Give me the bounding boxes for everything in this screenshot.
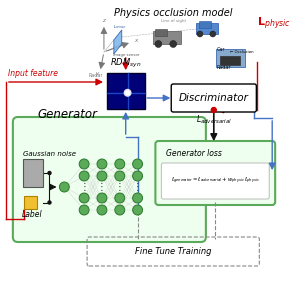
Text: $x$: $x$ (134, 37, 139, 44)
Text: Discriminator: Discriminator (179, 93, 249, 103)
Text: Image sensor: Image sensor (113, 53, 139, 57)
Text: Generator: Generator (37, 108, 97, 121)
Text: Generator loss: Generator loss (166, 149, 222, 158)
Circle shape (97, 171, 107, 181)
Text: ⋮: ⋮ (133, 182, 142, 192)
Text: ⋮: ⋮ (97, 182, 107, 192)
Text: Radar: Radar (89, 73, 103, 78)
Text: $L_{adversarial}$: $L_{adversarial}$ (196, 113, 232, 126)
FancyBboxPatch shape (155, 141, 275, 205)
Circle shape (210, 31, 216, 37)
Bar (153, 31, 181, 44)
Circle shape (97, 193, 107, 203)
Text: $\ell_{generator} = \ell_{adversarial} + w_{physic}\,\ell_{physic}$: $\ell_{generator} = \ell_{adversarial} +… (171, 176, 260, 186)
Circle shape (211, 107, 216, 112)
Text: Input feature: Input feature (8, 69, 58, 78)
Circle shape (133, 205, 142, 215)
Circle shape (124, 89, 131, 97)
Text: $\mathbf{L}_{physic}$: $\mathbf{L}_{physic}$ (257, 16, 291, 32)
Circle shape (59, 182, 69, 192)
Circle shape (97, 159, 107, 169)
Bar (24, 196, 37, 209)
Text: $RDM_{syn}$: $RDM_{syn}$ (110, 57, 141, 70)
FancyBboxPatch shape (161, 163, 269, 199)
Bar (196, 23, 218, 34)
Text: $y$: $y$ (95, 70, 101, 78)
Bar (220, 56, 239, 65)
Circle shape (115, 171, 125, 181)
Text: ← Occlusion: ← Occlusion (230, 50, 253, 54)
Circle shape (133, 159, 142, 169)
Circle shape (79, 193, 89, 203)
Bar (216, 49, 245, 67)
Text: ⋮: ⋮ (79, 182, 89, 192)
Text: $z$: $z$ (102, 17, 107, 24)
Text: Label: Label (22, 210, 42, 219)
FancyBboxPatch shape (13, 117, 206, 242)
Circle shape (79, 205, 89, 215)
Circle shape (48, 171, 51, 175)
Circle shape (170, 41, 177, 48)
Circle shape (155, 41, 162, 48)
Circle shape (197, 31, 203, 37)
Circle shape (115, 159, 125, 169)
Bar (107, 73, 145, 109)
Bar (199, 21, 211, 28)
Circle shape (125, 90, 130, 95)
Text: $L_{sensor}$: $L_{sensor}$ (113, 23, 127, 31)
Text: Radar: Radar (217, 65, 231, 70)
Text: Line of sight: Line of sight (161, 19, 186, 23)
Circle shape (79, 159, 89, 169)
Text: Fine Tune Training: Fine Tune Training (135, 247, 212, 256)
Circle shape (133, 171, 142, 181)
Text: Gaussian noise: Gaussian noise (23, 151, 76, 157)
FancyBboxPatch shape (171, 84, 256, 112)
Circle shape (79, 171, 89, 181)
Circle shape (133, 193, 142, 203)
Bar (23, 159, 43, 187)
Text: ⋮: ⋮ (115, 182, 124, 192)
Text: Car: Car (217, 47, 225, 52)
Circle shape (115, 193, 125, 203)
Circle shape (48, 201, 51, 204)
Circle shape (115, 205, 125, 215)
Text: Physics occlusion model: Physics occlusion model (114, 8, 232, 18)
Bar (155, 29, 167, 36)
Polygon shape (114, 30, 122, 54)
Circle shape (97, 205, 107, 215)
